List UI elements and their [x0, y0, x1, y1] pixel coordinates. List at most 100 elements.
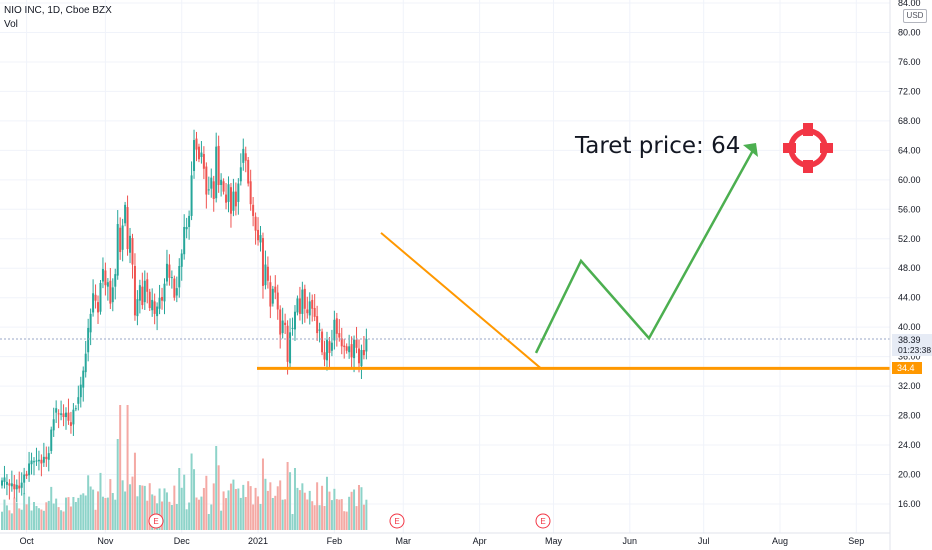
- descending-trendline[interactable]: [380, 232, 542, 370]
- candle-body: [18, 485, 21, 489]
- candle-body: [261, 238, 264, 286]
- candle-body: [357, 348, 360, 364]
- candle-body: [133, 266, 136, 316]
- candle-body: [94, 294, 97, 301]
- candle-body: [202, 154, 205, 169]
- candle-body: [50, 429, 53, 451]
- candle-body: [355, 339, 358, 348]
- volume-bar: [170, 505, 173, 530]
- price-tick-label: 24.00: [898, 440, 921, 450]
- volume-bar: [289, 472, 292, 530]
- candle-body: [330, 342, 333, 351]
- volume-bar: [30, 510, 33, 530]
- target-price-label[interactable]: Taret price: 64: [574, 133, 740, 159]
- volume-bar: [153, 495, 156, 530]
- candle-body: [227, 184, 230, 202]
- candle-body: [8, 483, 11, 486]
- volume-bar: [138, 485, 141, 530]
- volume-bar: [244, 497, 247, 530]
- candle-body: [225, 194, 228, 203]
- candle-body: [146, 279, 149, 292]
- volume-bar: [168, 501, 171, 530]
- volume-bar: [286, 462, 289, 530]
- volume-bar: [60, 510, 63, 530]
- volume-bar: [109, 479, 112, 530]
- candle-body: [234, 191, 237, 207]
- candle-body: [239, 167, 242, 182]
- candle-body: [318, 329, 321, 331]
- volume-bar: [74, 502, 77, 530]
- price-tick-label: 68.00: [898, 116, 921, 126]
- volume-bar: [266, 490, 269, 530]
- volume-bar: [325, 476, 328, 530]
- volume-bar: [104, 498, 107, 530]
- currency-badge[interactable]: USD: [903, 9, 927, 23]
- earnings-marker[interactable]: [148, 513, 164, 529]
- projection-arrowhead: [743, 142, 758, 157]
- volume-bar: [316, 482, 319, 530]
- volume-bar: [269, 482, 272, 530]
- volume-bar: [82, 493, 85, 530]
- time-tick-label: May: [545, 536, 563, 546]
- candle-body: [47, 453, 50, 460]
- candle-body: [60, 413, 63, 415]
- symbol-title[interactable]: NIO INC, 1D, Cboe BZX: [4, 5, 112, 16]
- projection-path[interactable]: [534, 149, 755, 354]
- price-tick-label: 76.00: [898, 57, 921, 67]
- volume-bar: [77, 497, 80, 530]
- time-axis[interactable]: Oct Nov Dec 2021 Feb Mar Apr May Jun Jul Aug Sep: [20, 536, 865, 546]
- volume-bar: [146, 500, 149, 530]
- candle-body: [333, 319, 336, 341]
- candle-body: [188, 215, 191, 227]
- volume-bar: [94, 509, 97, 530]
- volume-indicator-label[interactable]: Vol: [4, 19, 18, 30]
- volume-bar: [323, 506, 326, 530]
- volume-bar: [131, 476, 134, 530]
- candle-body: [178, 266, 181, 288]
- candle-body: [335, 318, 338, 334]
- volume-bar: [274, 495, 277, 530]
- price-tick-label: 84.00: [898, 0, 921, 8]
- volume-bar: [225, 498, 228, 530]
- volume-bar: [254, 487, 257, 530]
- time-tick-label: Feb: [327, 536, 343, 546]
- price-tick-label: 36.00: [898, 352, 921, 362]
- volume-bar: [10, 513, 13, 530]
- candle-body: [276, 292, 279, 310]
- candle-body: [101, 268, 104, 282]
- volume-bar: [35, 506, 38, 530]
- candle-body: [308, 301, 311, 316]
- price-tick-label: 16.00: [898, 499, 921, 509]
- candle-body: [362, 350, 365, 356]
- candlestick-series: [1, 129, 368, 503]
- price-tick-label: 56.00: [898, 204, 921, 214]
- candle-body: [229, 187, 232, 214]
- candle-body: [106, 282, 109, 287]
- volume-bar: [20, 509, 23, 530]
- candle-body: [165, 263, 168, 282]
- candle-body: [175, 288, 178, 296]
- price-axis[interactable]: 16.00 20.00 24.00 28.00 32.00 36.00 40.00 44.00…: [898, 0, 921, 509]
- volume-bar: [338, 499, 341, 530]
- earnings-marker[interactable]: [389, 513, 405, 529]
- volume-bar: [106, 497, 109, 530]
- candle-body: [281, 320, 284, 334]
- volume-bar: [298, 490, 301, 530]
- candle-body: [183, 226, 186, 255]
- volume-bar: [195, 497, 198, 530]
- volume-bar: [242, 484, 245, 530]
- candle-body: [325, 339, 328, 361]
- volume-bar: [313, 505, 316, 530]
- last-price-tag: 38.39: [898, 335, 921, 345]
- candle-body: [323, 352, 326, 360]
- chart-legend: NIO INC, 1D, Cboe BZX Vol: [4, 4, 112, 32]
- candle-body: [67, 412, 70, 421]
- volume-bar: [207, 514, 210, 530]
- candle-body: [212, 181, 215, 199]
- volume-bar: [133, 452, 136, 530]
- earnings-marker[interactable]: [535, 513, 551, 529]
- candle-body: [77, 397, 80, 404]
- candle-body: [28, 463, 31, 476]
- candle-body: [311, 299, 314, 309]
